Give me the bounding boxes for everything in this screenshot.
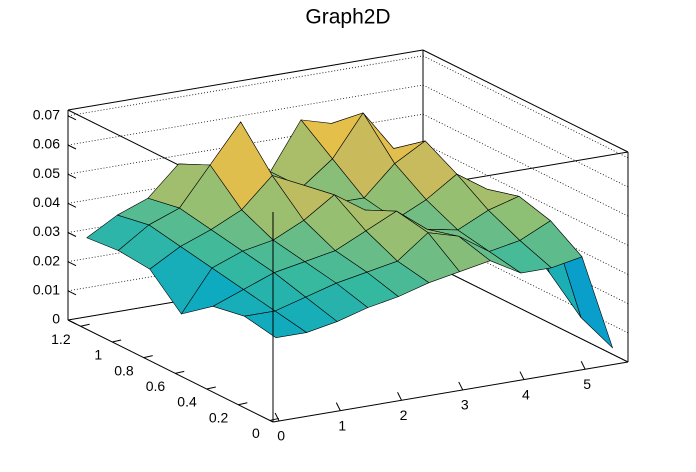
x-tick bbox=[458, 381, 464, 391]
surface-facet bbox=[244, 310, 307, 339]
z-tick bbox=[67, 144, 77, 150]
x-tick-label: 4 bbox=[522, 386, 530, 402]
z-tick-label: 0.02 bbox=[33, 252, 60, 268]
box-edge bbox=[422, 49, 629, 153]
x-tick-label: 2 bbox=[400, 407, 408, 423]
y-tick bbox=[80, 323, 90, 327]
z-tick-label: 0.06 bbox=[33, 136, 60, 152]
x-axis bbox=[272, 361, 629, 423]
x-tick-label: 5 bbox=[583, 376, 591, 392]
y-tick bbox=[269, 417, 279, 421]
chart-title: Graph2D bbox=[305, 6, 390, 29]
y-tick-label: 0.4 bbox=[177, 394, 197, 410]
y-tick bbox=[238, 402, 248, 406]
z-tick bbox=[67, 290, 77, 296]
x-tick bbox=[335, 402, 341, 411]
x-tick bbox=[580, 361, 586, 370]
y-tick-label: 0.8 bbox=[114, 362, 134, 378]
z-tick bbox=[67, 173, 77, 179]
z-tick-label: 0.01 bbox=[33, 282, 60, 298]
z-tick bbox=[67, 319, 77, 325]
y-tick bbox=[175, 370, 185, 374]
z-tick-label: 0.05 bbox=[33, 165, 60, 181]
grid-line bbox=[67, 113, 629, 217]
y-tick-label: 1.2 bbox=[51, 331, 71, 347]
z-tick bbox=[67, 202, 77, 208]
z-tick-label: 0 bbox=[52, 311, 60, 327]
x-tick-label: 1 bbox=[338, 417, 346, 433]
z-tick-label: 0.04 bbox=[33, 194, 60, 210]
x-tick bbox=[397, 392, 402, 401]
grid-line bbox=[67, 55, 629, 159]
y-tick bbox=[112, 339, 122, 343]
z-tick-label: 0.03 bbox=[33, 223, 60, 239]
x-tick bbox=[519, 371, 525, 380]
y-tick bbox=[206, 386, 216, 390]
y-tick-label: 0.6 bbox=[146, 378, 166, 394]
z-tick-label: 0.07 bbox=[33, 107, 60, 123]
x-tick-label: 3 bbox=[461, 397, 469, 413]
y-tick-label: 0.2 bbox=[209, 409, 229, 425]
y-tick-label: 0 bbox=[252, 425, 260, 441]
z-tick bbox=[67, 115, 77, 121]
z-tick bbox=[67, 232, 77, 237]
box-edge bbox=[67, 49, 424, 111]
y-tick bbox=[143, 355, 153, 359]
grid-line bbox=[67, 84, 629, 188]
z-tick bbox=[67, 261, 77, 267]
x-tick bbox=[274, 412, 280, 422]
x-tick-label: 0 bbox=[277, 428, 285, 444]
y-tick-label: 1 bbox=[94, 347, 102, 363]
